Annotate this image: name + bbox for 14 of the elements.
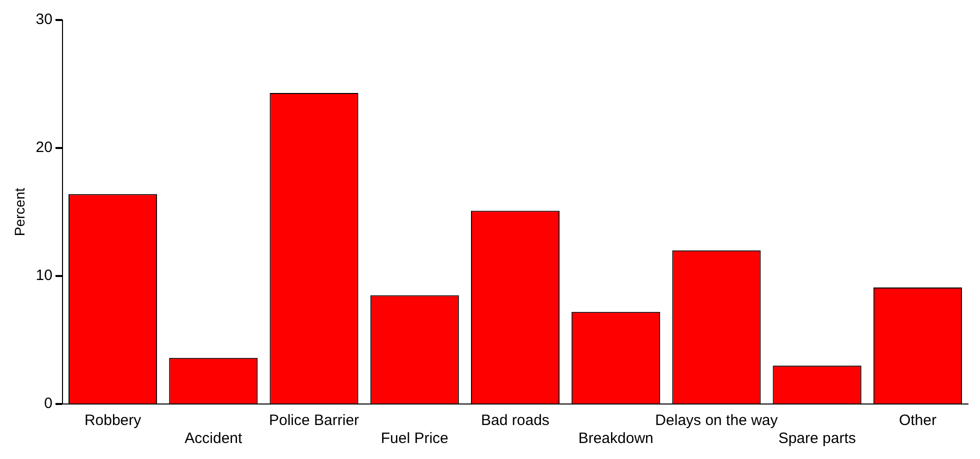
y-tick-label: 20: [36, 139, 52, 156]
x-tick-label: Accident: [184, 430, 243, 448]
x-tick-label: Delays on the way: [655, 412, 778, 430]
x-tick-label: Breakdown: [578, 430, 654, 448]
x-tick-label: Bad roads: [481, 412, 550, 430]
y-tick-label: 10: [36, 267, 52, 284]
y-tick-label: 0: [44, 395, 52, 412]
x-tick-label: Fuel Price: [380, 430, 448, 448]
x-tick-label: Spare parts: [778, 430, 856, 448]
x-tick-label: Police Barrier: [269, 412, 360, 430]
y-axis-title: Percent: [11, 188, 28, 236]
y-tick-label: 30: [36, 11, 52, 28]
x-tick-label: Other: [898, 412, 936, 430]
x-tick-label: Robbery: [84, 412, 142, 430]
